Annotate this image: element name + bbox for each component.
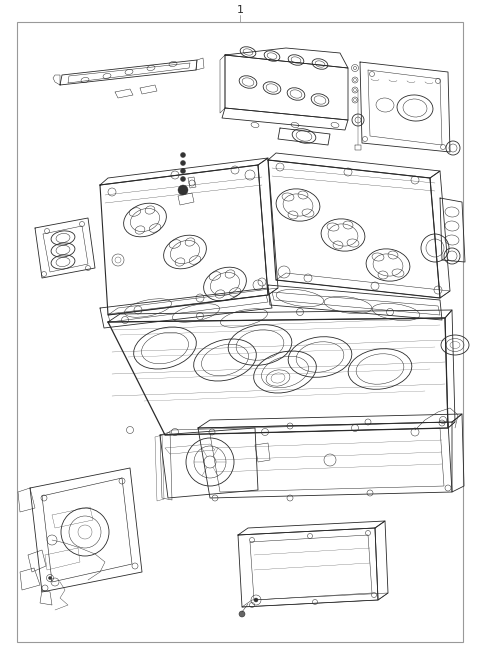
Circle shape — [239, 611, 245, 617]
Circle shape — [178, 185, 188, 195]
Circle shape — [180, 176, 185, 182]
Text: 1: 1 — [237, 5, 243, 15]
Circle shape — [254, 598, 258, 602]
Circle shape — [180, 152, 185, 157]
Circle shape — [48, 577, 51, 579]
Circle shape — [180, 169, 185, 173]
Circle shape — [180, 161, 185, 165]
